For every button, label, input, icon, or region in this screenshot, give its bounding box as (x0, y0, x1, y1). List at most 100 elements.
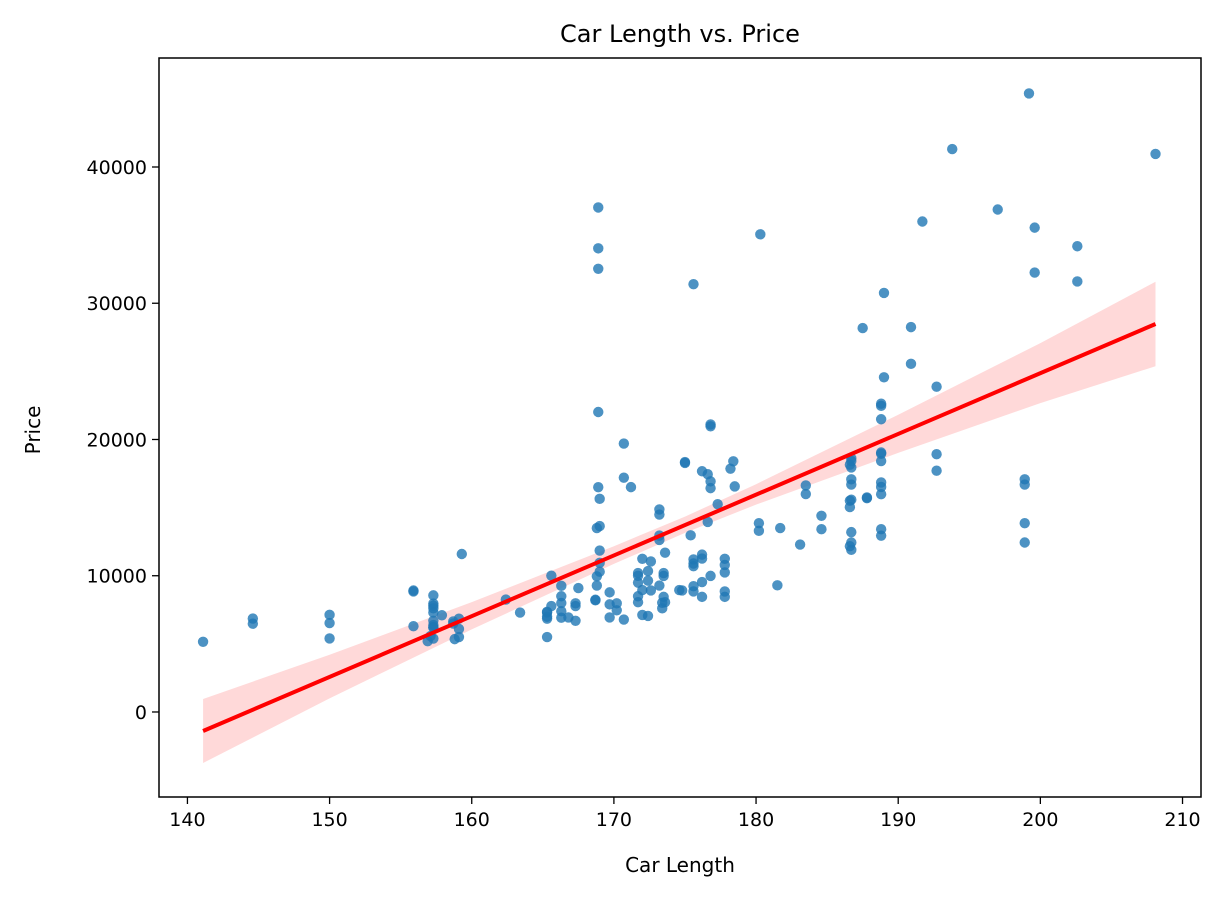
data-point (593, 202, 604, 213)
data-point (556, 580, 567, 592)
points-layer (197, 88, 1161, 648)
data-point (541, 613, 553, 624)
data-point (604, 587, 615, 598)
data-point (931, 465, 942, 476)
regression-line (202, 322, 1157, 733)
data-point (816, 510, 827, 522)
data-point (594, 520, 605, 532)
data-point (846, 544, 857, 556)
data-point (931, 449, 942, 460)
data-point (453, 623, 465, 635)
x-axis: 140 150 160 170 180 190 200 210 (169, 797, 1201, 831)
data-point (637, 584, 648, 596)
data-point (857, 322, 868, 334)
data-point (625, 481, 637, 493)
data-point (775, 522, 786, 534)
data-point (696, 549, 708, 560)
x-tick-label: 210 (1164, 809, 1200, 831)
data-point (594, 566, 605, 577)
data-point (875, 488, 887, 500)
data-point (632, 570, 644, 582)
data-point (197, 636, 209, 648)
y-tick-label: 10000 (87, 566, 147, 588)
x-tick-label: 150 (311, 809, 347, 831)
data-point (618, 472, 630, 483)
data-point (905, 321, 917, 333)
data-point (618, 438, 630, 449)
data-point (570, 598, 581, 609)
data-point (846, 462, 857, 473)
data-point (846, 537, 857, 548)
data-point (324, 633, 335, 644)
data-point (1072, 276, 1083, 287)
data-point (931, 381, 942, 392)
data-point (546, 570, 557, 581)
data-point (800, 480, 812, 491)
data-point (436, 610, 448, 621)
data-point (593, 481, 604, 493)
data-point (645, 585, 657, 596)
data-point (1023, 88, 1035, 99)
data-point (247, 618, 259, 629)
data-point (846, 526, 857, 538)
data-point (659, 547, 671, 558)
data-point (514, 607, 526, 618)
x-tick-label: 140 (169, 809, 205, 831)
data-point (642, 610, 654, 622)
data-point (593, 406, 604, 418)
data-point (878, 372, 890, 383)
data-point (642, 575, 654, 586)
data-point (688, 586, 699, 597)
data-point (593, 243, 604, 254)
data-point (875, 477, 887, 488)
data-point (702, 516, 713, 528)
regression-layer (202, 322, 1157, 733)
y-axis: 0 10000 20000 30000 40000 (87, 157, 159, 724)
data-point (1072, 241, 1083, 252)
y-tick-label: 0 (135, 702, 147, 724)
data-point (875, 414, 887, 425)
data-point (705, 570, 716, 582)
confidence-band (203, 281, 1156, 764)
data-point (659, 596, 671, 608)
data-point (705, 482, 716, 494)
data-point (428, 590, 439, 601)
data-point (875, 455, 887, 467)
data-point (593, 263, 604, 275)
chart-title: Car Length vs. Price (560, 20, 800, 48)
data-point (453, 631, 465, 643)
data-point (1019, 537, 1030, 548)
plot-frame (158, 57, 1202, 798)
data-point (679, 456, 691, 468)
data-point (688, 278, 699, 290)
data-point (676, 585, 688, 596)
data-point (1019, 517, 1030, 529)
data-point (816, 524, 827, 535)
data-point (618, 614, 630, 625)
data-point (324, 609, 335, 621)
confidence-band-layer (203, 281, 1156, 764)
data-point (846, 494, 857, 505)
data-point (594, 545, 605, 556)
data-point (1019, 474, 1030, 485)
data-point (637, 553, 648, 564)
y-tick-label: 30000 (87, 293, 147, 315)
data-point (800, 488, 812, 500)
data-point (875, 524, 887, 535)
x-tick-label: 180 (738, 809, 774, 831)
data-point (658, 570, 669, 582)
x-axis-label: Car Length (625, 853, 735, 877)
data-point (696, 591, 708, 603)
data-point (729, 481, 740, 492)
data-point (846, 474, 857, 485)
data-point (753, 525, 765, 537)
data-point (556, 591, 567, 602)
y-tick-label: 40000 (87, 157, 147, 179)
data-point (685, 530, 696, 541)
data-point (905, 358, 917, 370)
data-point (696, 576, 708, 588)
x-tick-label: 160 (454, 809, 490, 831)
data-point (947, 143, 958, 155)
data-point (688, 558, 699, 569)
